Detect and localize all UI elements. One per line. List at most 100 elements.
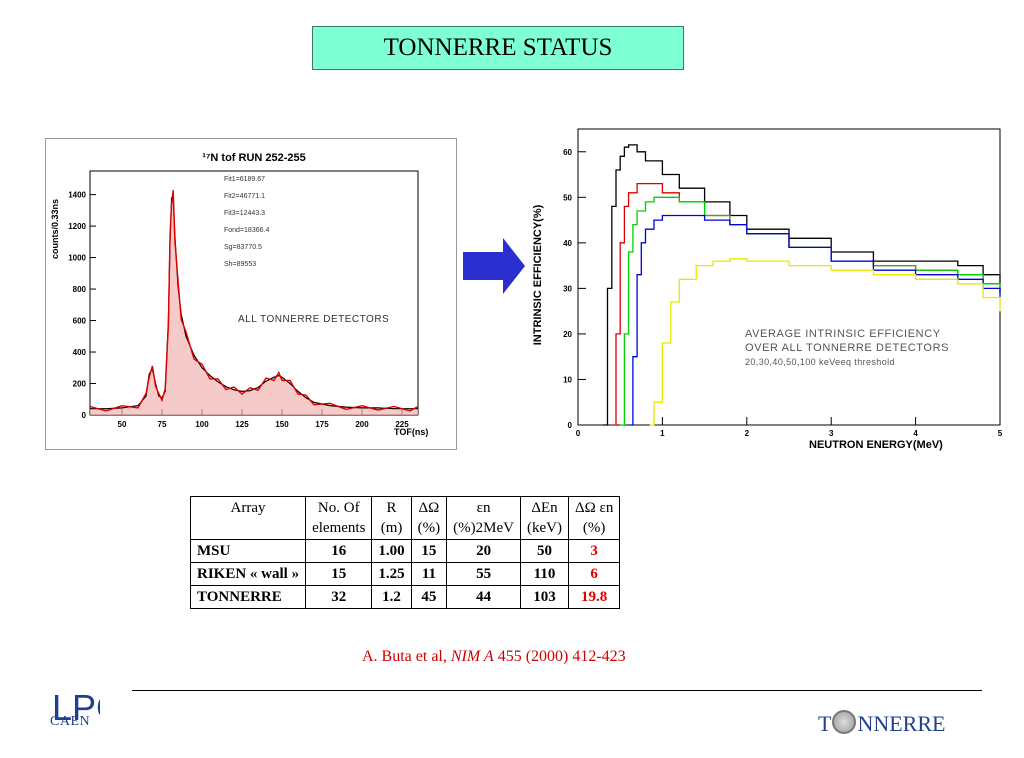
table-header-row: Array No. Of elements R (m) ΔΩ (%) εn (%)2MeV ΔEn… <box>189 496 621 540</box>
tonnerre-globe-icon <box>832 710 857 734</box>
table-header-cell: R (m) <box>371 496 412 540</box>
table-header-line: (%)2MeV <box>453 520 514 536</box>
eff-ytick-label: 50 <box>563 193 572 202</box>
table-cell: 19.8 <box>567 585 621 609</box>
table-cell: 1.00 <box>371 539 412 563</box>
table-cell: MSU <box>189 539 307 563</box>
svg-text:LPC: LPC <box>52 687 100 728</box>
reference-citation: A. Buta et al, NIM A 455 (2000) 412-423 <box>362 648 626 665</box>
eff-xtick-label: 3 <box>829 429 834 438</box>
table-row: RIKEN « wall » 15 1.25 11 55 110 6 <box>189 562 621 586</box>
tof-ytick-label: 1000 <box>68 254 86 263</box>
tof-xtick-label: 50 <box>118 420 127 429</box>
table-row: MSU 16 1.00 15 20 50 3 <box>189 539 621 563</box>
tof-xtick-label: 150 <box>275 420 289 429</box>
eff-annotation-2: OVER ALL TONNERRE DETECTORS <box>745 342 949 354</box>
tof-data-line <box>89 190 419 412</box>
table-cell: 20 <box>446 539 521 563</box>
eff-xtick-label: 4 <box>913 429 918 438</box>
table-header-line: (m) <box>380 520 403 536</box>
eff-series-line <box>628 214 1001 426</box>
table-cell: 15 <box>410 539 448 563</box>
table-header-line: R <box>386 500 397 516</box>
table-header-line: εn <box>476 500 491 516</box>
tof-ytick-label: 1200 <box>68 222 86 231</box>
tof-fit-param: Fit3=12443.3 <box>224 210 265 217</box>
tof-xtick-label: 225 <box>395 420 409 429</box>
tof-fit-param: Sg=83770.5 <box>224 244 262 251</box>
table-cell: 11 <box>410 562 448 586</box>
tof-title: ¹⁷N tof RUN 252-255 <box>202 152 306 164</box>
eff-series-line <box>620 196 1001 426</box>
arrow-right-icon <box>463 238 525 294</box>
tof-chart: ¹⁷N tof RUN 252-255 counts/0.33ns TOF(ns… <box>50 152 428 437</box>
eff-ytick-label: 40 <box>563 239 572 248</box>
page-title: TONNERRE STATUS <box>312 26 684 70</box>
table-cell: 3 <box>567 539 621 563</box>
eff-ytick-label: 30 <box>563 284 572 293</box>
tof-ytick-label: 400 <box>73 348 87 357</box>
table-cell: 16 <box>305 539 373 563</box>
table-cell: 50 <box>520 539 569 563</box>
table-header-line: (%) <box>417 520 441 536</box>
table-cell: 6 <box>567 562 621 586</box>
table-header-cell: εn (%)2MeV <box>446 496 521 540</box>
table-cell: TONNERRE <box>189 585 307 609</box>
eff-xtick-label: 2 <box>745 429 750 438</box>
table-header-line: ΔEn <box>531 500 558 516</box>
table-header-cell: No. Of elements <box>305 496 373 540</box>
tof-ytick-label: 600 <box>73 317 87 326</box>
table-cell: 44 <box>446 585 521 609</box>
eff-xtick-label: 1 <box>660 429 665 438</box>
tof-xtick-label: 125 <box>235 420 249 429</box>
tof-xtick-label: 100 <box>195 420 209 429</box>
eff-annotation-1: AVERAGE INTRINSIC EFFICIENCY <box>745 328 941 340</box>
eff-ytick-label: 10 <box>563 375 572 384</box>
tof-xtick-label: 75 <box>158 420 167 429</box>
table-cell: RIKEN « wall » <box>189 562 307 586</box>
table-cell: 110 <box>520 562 569 586</box>
tof-fit-param: Fit2=46771.1 <box>224 193 265 200</box>
tof-ytick-label: 1400 <box>68 191 86 200</box>
tof-ytick-label: 200 <box>73 380 87 389</box>
eff-ytick-label: 0 <box>568 421 573 430</box>
table-cell: 103 <box>520 585 569 609</box>
footer-divider <box>132 690 982 691</box>
tof-ylabel: counts/0.33ns <box>50 199 60 259</box>
tof-annotation: ALL TONNERRE DETECTORS <box>238 314 389 325</box>
lpc-logo: LPC <box>52 687 100 728</box>
eff-series-line <box>649 258 1001 426</box>
tof-ytick-label: 0 <box>82 411 87 420</box>
table-cell: 45 <box>410 585 448 609</box>
tof-xlabel: TOF(ns) <box>394 427 428 437</box>
tof-fit-fill <box>90 196 418 415</box>
table-header-cell: ΔEn (keV) <box>520 496 569 540</box>
table-header-line: (keV) <box>527 520 562 536</box>
eff-ylabel: INTRINSIC EFFICIENCY(%) <box>533 204 544 345</box>
tof-fit-param: Sh=89553 <box>224 261 256 268</box>
table-row: TONNERRE 32 1.2 45 44 103 19.8 <box>189 585 621 609</box>
eff-series-line <box>603 144 1001 426</box>
efficiency-chart-frame: INTRINSIC EFFICIENCY(%) NEUTRON ENERGY(M… <box>532 125 1011 460</box>
table-header-line: ΔΩ <box>418 500 440 516</box>
table-header-line: ΔΩ εn <box>574 500 614 516</box>
table-cell: 55 <box>446 562 521 586</box>
table-header-line: No. Of <box>317 500 360 516</box>
tof-plot-area <box>89 170 419 416</box>
tof-ytick-label: 800 <box>73 285 87 294</box>
tof-fit-param: Fit1=6189.67 <box>224 176 265 183</box>
tof-xtick-label: 200 <box>355 420 369 429</box>
efficiency-chart: INTRINSIC EFFICIENCY(%) NEUTRON ENERGY(M… <box>532 128 1003 451</box>
eff-xlabel: NEUTRON ENERGY(MeV) <box>809 439 943 451</box>
table-header-line: Array <box>230 500 266 516</box>
table-header-cell: ΔΩ εn (%) <box>567 496 621 540</box>
table-header-line: elements <box>312 520 366 536</box>
eff-xtick-label: 0 <box>576 429 581 438</box>
eff-ytick-label: 20 <box>563 330 572 339</box>
table-header-cell: Array <box>189 496 307 540</box>
tof-xtick-label: 175 <box>315 420 329 429</box>
table-cell: 1.2 <box>371 585 412 609</box>
eff-xtick-label: 5 <box>998 429 1003 438</box>
table-header-cell: ΔΩ (%) <box>410 496 448 540</box>
eff-plot-area <box>577 128 1001 426</box>
